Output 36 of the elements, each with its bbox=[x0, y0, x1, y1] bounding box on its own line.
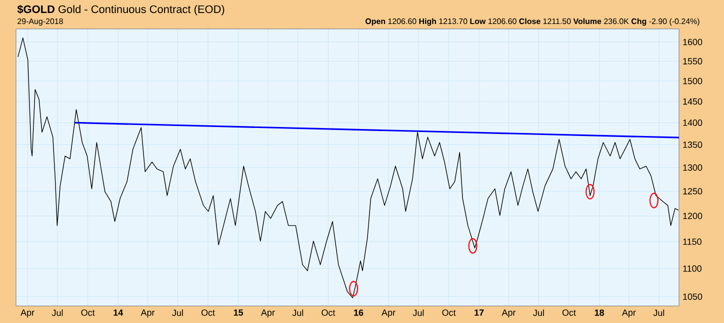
x-tick-label: Oct bbox=[442, 309, 456, 316]
x-tick-label: Oct bbox=[322, 309, 336, 316]
x-tick-label: 15 bbox=[234, 309, 244, 316]
chart-title: $GOLD Gold - Continuous Contract (EOD) bbox=[17, 4, 224, 16]
x-tick-label: Jul bbox=[533, 309, 544, 316]
y-tick-label: 1400 bbox=[683, 120, 702, 126]
x-tick-label: Jul bbox=[412, 309, 424, 316]
x-tick-label: Jul bbox=[653, 309, 664, 316]
line-series bbox=[18, 38, 679, 298]
x-tick-label: Jul bbox=[52, 309, 63, 316]
y-tick-label: 1600 bbox=[683, 38, 702, 46]
x-tick-label: Apr bbox=[140, 309, 155, 318]
y-tick-label: 1250 bbox=[683, 188, 702, 194]
x-tick-label: Apr bbox=[382, 309, 396, 318]
x-tick-label: Oct bbox=[562, 309, 576, 316]
x-tick-label: 16 bbox=[354, 309, 364, 316]
x-tick-label: Apr bbox=[20, 309, 34, 318]
x-tick-label: Apr bbox=[622, 309, 636, 318]
y-tick-label: 1200 bbox=[683, 212, 702, 220]
y-tick-label: 1300 bbox=[683, 164, 702, 171]
x-tick-label: Oct bbox=[201, 309, 215, 316]
y-tick-label: 1050 bbox=[683, 293, 702, 300]
x-tick-label: 17 bbox=[474, 309, 484, 316]
y-tick-label: 1150 bbox=[683, 238, 702, 245]
x-tick-label: Jul bbox=[172, 309, 183, 316]
y-tick-label: 1350 bbox=[683, 142, 702, 148]
x-tick-label: Apr bbox=[261, 309, 275, 318]
x-tick-label: Jul bbox=[292, 309, 304, 316]
y-tick-label: 1550 bbox=[683, 58, 702, 64]
y-tick-label: 1450 bbox=[683, 98, 702, 105]
x-tick-label: Apr bbox=[502, 309, 516, 318]
y-tick-label: 1100 bbox=[683, 265, 702, 272]
x-tick-label: Oct bbox=[81, 309, 95, 316]
y-tick-label: 1500 bbox=[683, 78, 702, 84]
x-tick-label: 14 bbox=[114, 309, 124, 316]
x-tick-label: 18 bbox=[594, 309, 604, 316]
